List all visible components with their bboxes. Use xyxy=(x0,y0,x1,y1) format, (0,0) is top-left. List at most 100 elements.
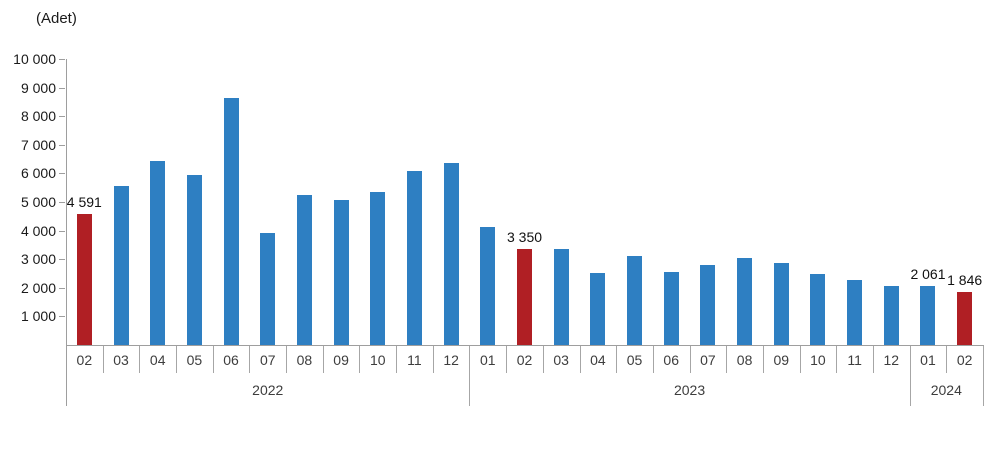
ytick-mark xyxy=(59,202,65,203)
ytick-mark xyxy=(59,230,65,232)
month-separator xyxy=(872,346,874,373)
bar-value-label: 1 846 xyxy=(947,272,983,289)
month-label: 11 xyxy=(847,352,862,368)
bar xyxy=(186,175,202,345)
bar xyxy=(443,162,459,345)
year-separator xyxy=(469,346,471,406)
month-label: 05 xyxy=(186,352,203,368)
bar-value-label: 2 061 xyxy=(910,266,946,283)
month-label: 03 xyxy=(113,352,129,368)
ytick-mark xyxy=(59,316,65,318)
y-axis-line xyxy=(66,59,67,406)
month-label: 04 xyxy=(149,352,166,368)
month-separator xyxy=(616,346,618,373)
month-separator xyxy=(396,346,398,373)
month-separator xyxy=(102,346,104,373)
ytick-label: 6 000 xyxy=(20,165,56,182)
month-label: 12 xyxy=(443,352,459,368)
month-separator xyxy=(286,346,288,373)
bar xyxy=(627,256,643,345)
month-separator xyxy=(176,346,178,373)
year-separator xyxy=(909,346,911,406)
month-label: 07 xyxy=(259,352,276,368)
bar xyxy=(700,264,716,345)
ytick-label: 1 000 xyxy=(20,308,56,325)
bar xyxy=(737,258,753,345)
month-separator xyxy=(139,346,141,373)
month-label: 10 xyxy=(369,352,386,368)
month-label: 06 xyxy=(223,352,239,368)
month-label: 08 xyxy=(736,352,753,368)
bar xyxy=(370,192,386,345)
month-separator xyxy=(359,346,361,373)
month-separator xyxy=(762,346,764,373)
bar xyxy=(480,226,496,345)
bar xyxy=(590,272,606,345)
month-separator xyxy=(946,346,948,373)
month-label: 07 xyxy=(700,352,716,368)
bar xyxy=(223,98,239,345)
month-label: 11 xyxy=(407,352,422,368)
ytick-mark xyxy=(59,144,65,146)
bar xyxy=(553,248,569,345)
ytick-mark xyxy=(59,173,65,175)
ytick-label: 3 000 xyxy=(20,251,56,268)
ytick-mark xyxy=(59,59,65,60)
ytick-mark xyxy=(59,259,65,261)
year-label: 2024 xyxy=(930,382,962,398)
bar xyxy=(883,286,899,345)
bar xyxy=(113,186,129,345)
month-separator xyxy=(836,346,838,373)
bar xyxy=(260,233,276,345)
bar xyxy=(150,161,166,345)
month-label: 02 xyxy=(956,352,973,368)
year-label: 2022 xyxy=(252,382,284,398)
month-label: 09 xyxy=(333,352,349,368)
ytick-label: 4 000 xyxy=(20,222,56,239)
bar xyxy=(663,271,679,345)
month-label: 03 xyxy=(553,352,569,368)
bar xyxy=(920,286,936,345)
month-label: 12 xyxy=(883,352,900,368)
month-separator xyxy=(212,346,214,373)
month-label: 02 xyxy=(516,352,533,368)
bar-highlighted xyxy=(76,213,92,345)
ytick-label: 2 000 xyxy=(20,279,56,296)
month-label: 05 xyxy=(626,352,643,368)
bar xyxy=(333,200,349,345)
y-axis-unit-label: (Adet) xyxy=(36,10,77,27)
year-label: 2023 xyxy=(673,382,706,398)
month-label: 09 xyxy=(773,352,790,368)
bar xyxy=(773,262,789,345)
ytick-label: 9 000 xyxy=(20,79,56,96)
month-separator xyxy=(652,346,654,373)
ytick-mark xyxy=(59,87,65,89)
month-separator xyxy=(506,346,508,373)
month-separator xyxy=(249,346,251,373)
x-axis-line xyxy=(66,345,984,346)
bar xyxy=(406,171,422,345)
ytick-label: 10 000 xyxy=(13,51,56,67)
bar-highlighted xyxy=(517,249,532,345)
month-label: 08 xyxy=(296,352,313,368)
month-label: 01 xyxy=(920,352,936,368)
bar xyxy=(847,279,863,345)
month-separator xyxy=(689,346,691,373)
month-separator xyxy=(432,346,434,373)
month-label: 02 xyxy=(76,352,93,368)
month-separator xyxy=(799,346,801,373)
ytick-label: 7 000 xyxy=(20,136,56,153)
month-label: 01 xyxy=(480,352,496,368)
month-separator xyxy=(542,346,544,373)
ytick-mark xyxy=(59,287,65,289)
bar xyxy=(296,195,312,345)
ytick-label: 5 000 xyxy=(20,194,56,210)
month-label: 04 xyxy=(590,352,606,368)
bar-value-label: 4 591 xyxy=(66,193,102,210)
bar xyxy=(810,274,826,345)
bar-highlighted xyxy=(957,292,973,345)
month-separator xyxy=(579,346,581,373)
ytick-label: 8 000 xyxy=(20,108,56,125)
